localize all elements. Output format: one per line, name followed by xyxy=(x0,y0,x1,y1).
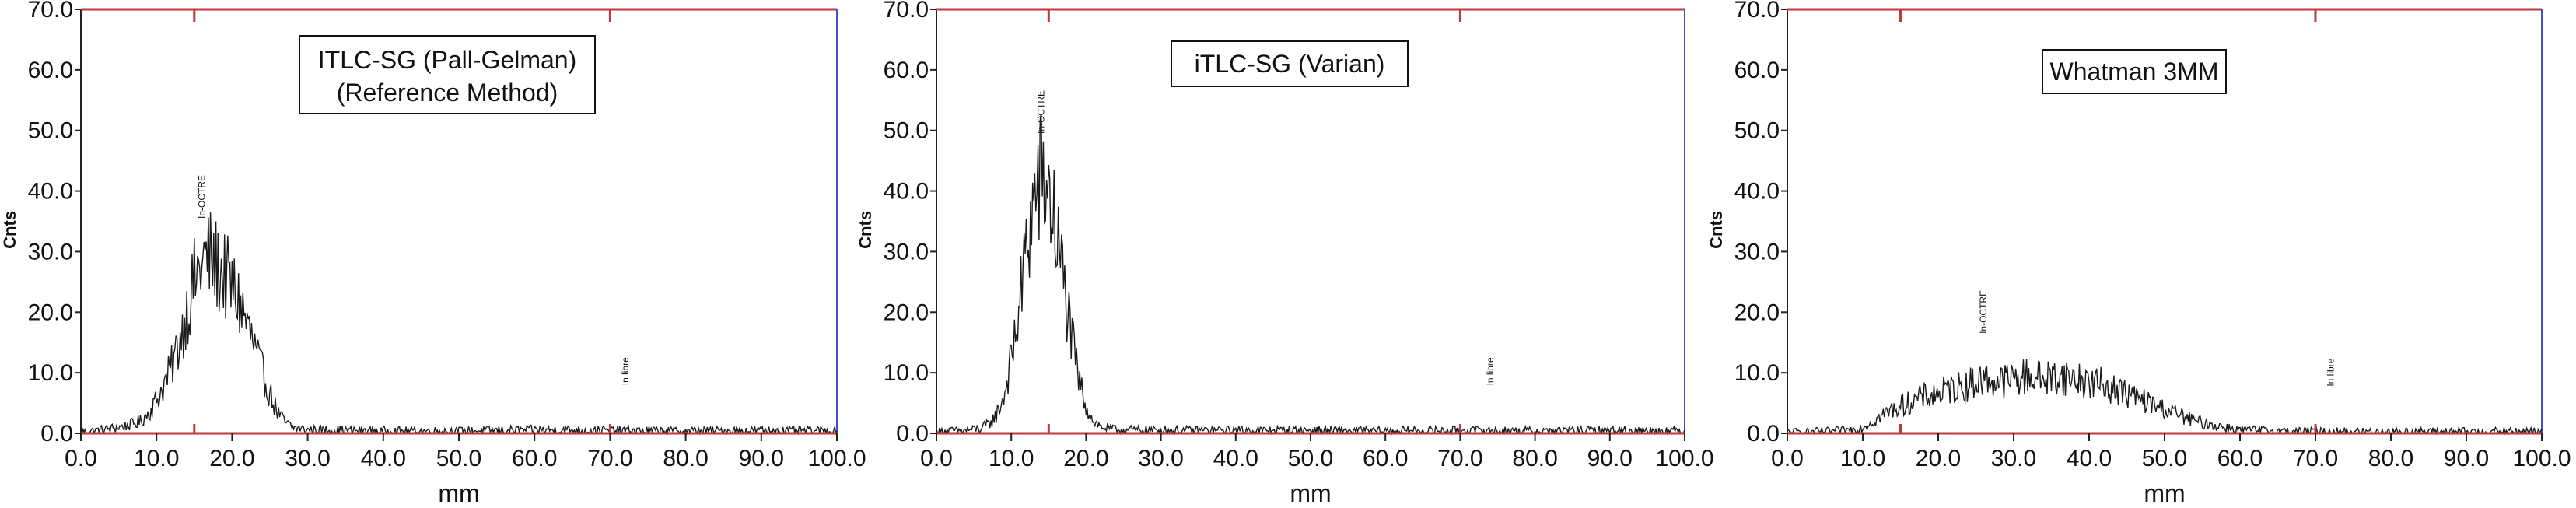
y-tick-label: 70.0 xyxy=(28,0,73,23)
x-tick-label: 90.0 xyxy=(2444,446,2489,471)
x-tick-label: 60.0 xyxy=(1363,446,1408,471)
x-axis-label: mm xyxy=(438,479,479,507)
y-tick-label: 30.0 xyxy=(28,239,73,265)
x-tick-label: 100.0 xyxy=(807,446,866,471)
y-tick-label: 40.0 xyxy=(884,179,929,205)
x-tick-label: 50.0 xyxy=(1288,446,1333,471)
x-tick-label: 20.0 xyxy=(1916,446,1961,471)
x-tick-label: 30.0 xyxy=(1991,446,2036,471)
peak-annotation-1: In libre xyxy=(620,357,631,385)
y-tick-label: 40.0 xyxy=(1734,179,1780,205)
chart-panel-itlc-sg-varian: 0.0 10.0 20.0 30.0 40.0 50.0 60.0 70.0 Cnts 0.0 10… xyxy=(856,0,1714,507)
peak-annotation-1: In libre xyxy=(2325,358,2336,386)
x-tick-label: 50.0 xyxy=(436,446,481,471)
y-tick-label: 50.0 xyxy=(1734,118,1780,144)
chart-panel-whatman-3mm: 0.0 10.0 20.0 30.0 40.0 50.0 60.0 70.0 Cnts 0.0 10… xyxy=(1706,0,2571,507)
peak-annotation-0: In-OCTRE xyxy=(197,175,208,219)
x-tick-label: 10.0 xyxy=(989,446,1034,471)
x-tick-label: 0.0 xyxy=(1771,446,1804,471)
x-tick-label: 80.0 xyxy=(2368,446,2413,471)
y-tick-label: 20.0 xyxy=(884,300,929,325)
x-tick-label: 40.0 xyxy=(2067,446,2112,471)
x-axis-label: mm xyxy=(2144,479,2185,507)
x-tick-label: 40.0 xyxy=(1213,446,1258,471)
x-tick-label: 100.0 xyxy=(2512,446,2571,471)
x-tick-label: 70.0 xyxy=(2293,446,2338,471)
x-tick-label: 10.0 xyxy=(134,446,179,471)
y-tick-label: 20.0 xyxy=(28,300,73,325)
x-tick-label: 0.0 xyxy=(920,446,953,471)
y-tick-label: 0.0 xyxy=(896,421,929,447)
x-tick-label: 30.0 xyxy=(1138,446,1183,471)
chart-title-box xyxy=(2042,49,2227,94)
x-tick-label: 90.0 xyxy=(1587,446,1633,471)
peak-annotation-0: In-OCTRE xyxy=(1036,90,1047,134)
y-tick-label: 70.0 xyxy=(884,0,929,23)
x-tick-label: 20.0 xyxy=(1063,446,1108,471)
x-axis-label: mm xyxy=(1290,479,1331,507)
y-axis-label: Cnts xyxy=(0,211,19,249)
x-tick-label: 60.0 xyxy=(2217,446,2263,471)
y-tick-label: 10.0 xyxy=(1734,360,1780,386)
chart-title: Whatman 3MM xyxy=(2050,58,2219,86)
x-tick-label: 90.0 xyxy=(739,446,784,471)
y-tick-label: 50.0 xyxy=(884,118,929,144)
y-tick-label: 60.0 xyxy=(884,58,929,83)
y-tick-label: 30.0 xyxy=(884,239,929,265)
y-tick-label: 50.0 xyxy=(28,118,73,144)
y-axis-label: Cnts xyxy=(1706,211,1726,249)
y-tick-label: 40.0 xyxy=(28,179,73,205)
x-tick-label: 70.0 xyxy=(587,446,632,471)
chart-title-box xyxy=(1171,40,1409,87)
y-tick-label: 70.0 xyxy=(1734,0,1780,23)
data-trace-line xyxy=(1787,359,2543,436)
data-trace-line xyxy=(80,212,838,436)
x-tick-label: 20.0 xyxy=(209,446,254,471)
y-axis-label: Cnts xyxy=(856,211,875,249)
chart-panel-itlc-sg-pall-gelman: 0.0 10.0 20.0 30.0 40.0 50.0 60.0 70.0 Cnts 0.0 10… xyxy=(0,0,866,507)
chart-subtitle: (Reference Method) xyxy=(337,79,558,107)
chart-title-box xyxy=(299,35,596,114)
x-tick-label: 50.0 xyxy=(2142,446,2187,471)
y-tick-label: 20.0 xyxy=(1734,300,1780,325)
x-tick-label: 30.0 xyxy=(285,446,330,471)
x-tick-label: 40.0 xyxy=(361,446,406,471)
y-tick-label: 60.0 xyxy=(1734,58,1780,83)
peak-annotation-1: In libre xyxy=(1485,357,1496,385)
y-tick-label: 30.0 xyxy=(1734,239,1780,265)
y-tick-label: 0.0 xyxy=(1747,421,1780,447)
chart-title: ITLC-SG (Pall-Gelman) xyxy=(318,46,577,74)
y-tick-label: 10.0 xyxy=(28,360,73,386)
x-tick-label: 80.0 xyxy=(663,446,708,471)
x-tick-label: 0.0 xyxy=(65,446,97,471)
x-tick-label: 10.0 xyxy=(1840,446,1885,471)
x-tick-label: 60.0 xyxy=(512,446,557,471)
y-tick-label: 60.0 xyxy=(28,58,73,83)
x-tick-label: 80.0 xyxy=(1512,446,1557,471)
y-tick-label: 10.0 xyxy=(884,360,929,386)
x-tick-label: 100.0 xyxy=(1655,446,1713,471)
chart-title: iTLC-SG (Varian) xyxy=(1195,50,1385,78)
data-trace-line xyxy=(936,113,1685,436)
x-tick-label: 70.0 xyxy=(1437,446,1482,471)
y-tick-label: 0.0 xyxy=(40,421,73,447)
peak-annotation-0: In-OCTRE xyxy=(1978,290,1989,334)
